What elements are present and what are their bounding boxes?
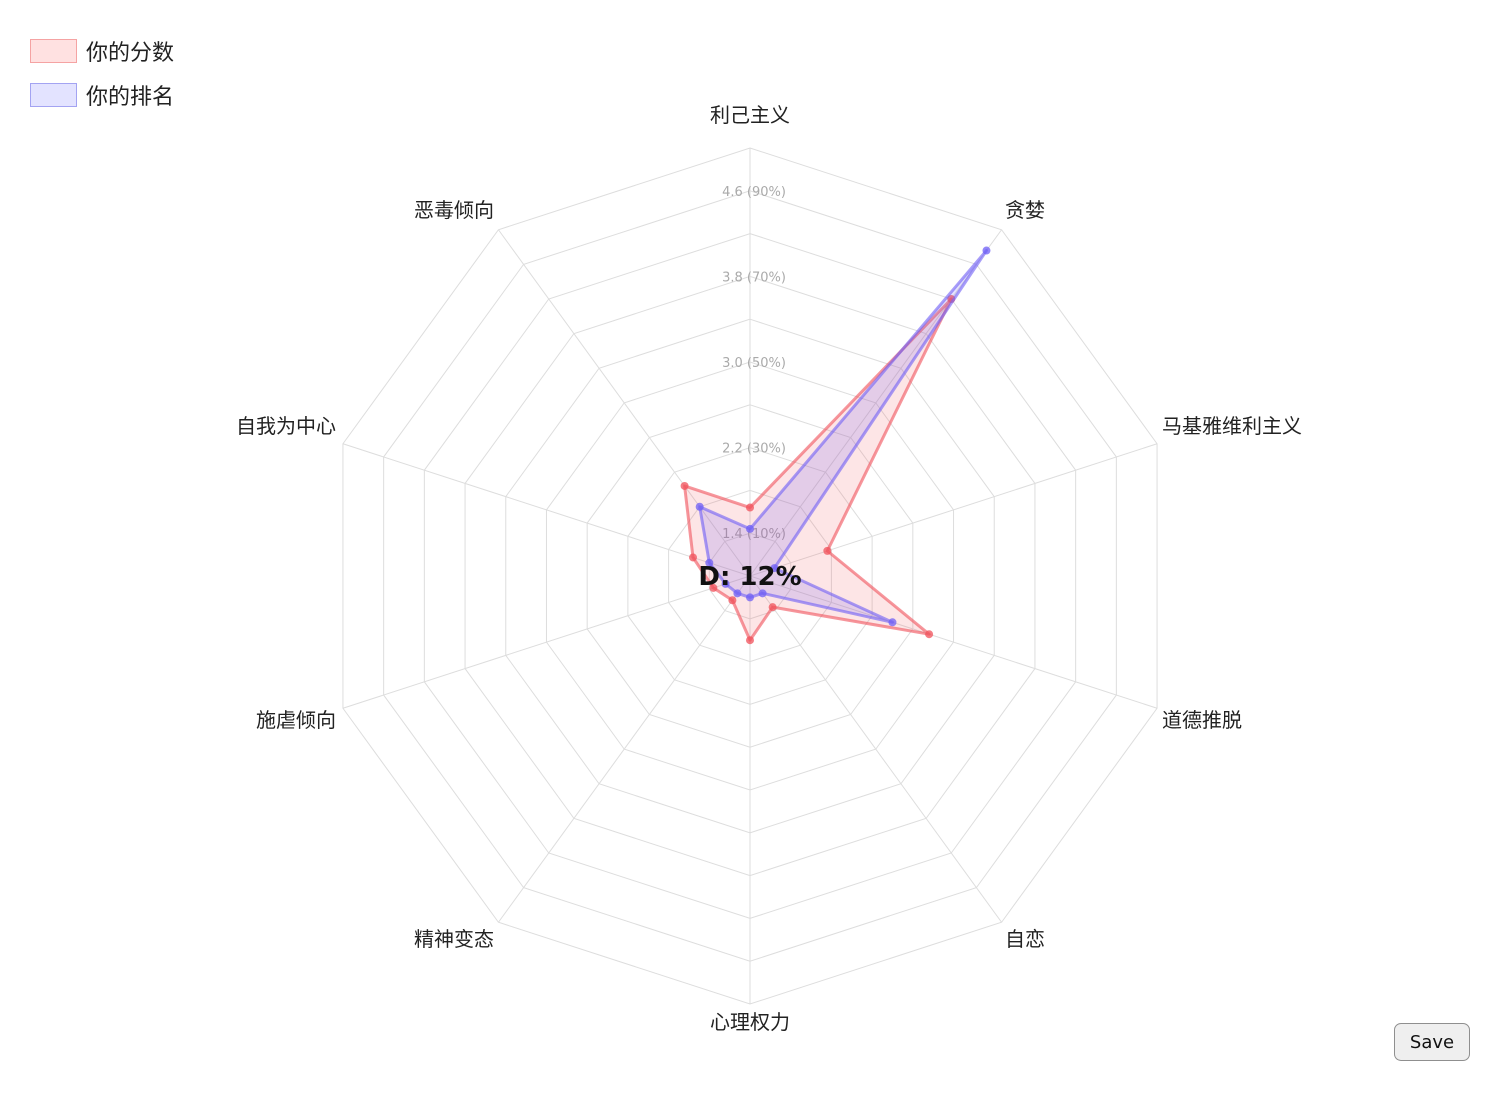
axis-label: 心理权力 bbox=[710, 1010, 790, 1034]
axis-label: 施虐倾向 bbox=[256, 708, 336, 732]
series-rank-point[interactable] bbox=[888, 618, 897, 627]
axis-label: 精神变态 bbox=[414, 927, 494, 951]
series-score-point[interactable] bbox=[746, 503, 754, 512]
series-rank-point[interactable] bbox=[733, 589, 742, 598]
series-rank-point[interactable] bbox=[746, 524, 754, 533]
tick-label: 4.6 (90%) bbox=[722, 185, 786, 200]
series-score-point[interactable] bbox=[768, 603, 777, 612]
series-rank-point[interactable] bbox=[721, 579, 730, 588]
series-rank-point[interactable] bbox=[695, 502, 704, 511]
series-rank-point[interactable] bbox=[758, 589, 767, 598]
grid-spoke bbox=[342, 443, 751, 577]
grid-spoke bbox=[342, 575, 751, 709]
legend-label-score: 你的分数 bbox=[86, 41, 175, 66]
grid-spoke bbox=[749, 443, 1158, 577]
series-score-point[interactable] bbox=[925, 630, 934, 639]
axis-label: 自我为中心 bbox=[236, 414, 336, 438]
series-score-point[interactable] bbox=[709, 583, 718, 592]
legend: 你的分数 你的排名 bbox=[30, 29, 174, 117]
series-rank-point[interactable] bbox=[705, 558, 714, 567]
save-button[interactable]: Save bbox=[1394, 1023, 1470, 1061]
grid-spoke bbox=[498, 229, 751, 577]
legend-label-rank: 你的排名 bbox=[86, 85, 175, 110]
legend-swatch-rank bbox=[30, 83, 77, 107]
series-score-point[interactable] bbox=[746, 636, 754, 645]
legend-item-rank[interactable]: 你的排名 bbox=[30, 73, 174, 117]
series-score-point[interactable] bbox=[680, 481, 689, 490]
series-score-point[interactable] bbox=[823, 546, 832, 555]
series-rank-point[interactable] bbox=[982, 246, 991, 255]
tick-label: 1.4 (10%) bbox=[722, 527, 786, 542]
grid-spoke bbox=[749, 575, 1158, 709]
grid-spoke bbox=[749, 575, 1002, 923]
tick-label: 2.2 (30%) bbox=[722, 442, 786, 457]
tick-label: 3.8 (70%) bbox=[722, 270, 786, 285]
series-score-point[interactable] bbox=[728, 596, 737, 605]
tick-label: 3.0 (50%) bbox=[722, 356, 786, 371]
series-rank-point[interactable] bbox=[746, 593, 754, 602]
series-score-point[interactable] bbox=[689, 553, 698, 562]
center-score-label: D: 12% bbox=[698, 562, 801, 592]
axis-label: 马基雅维利主义 bbox=[1162, 414, 1302, 438]
legend-swatch-score bbox=[30, 39, 77, 63]
axis-label: 利己主义 bbox=[710, 103, 790, 127]
axis-label: 自恋 bbox=[1005, 927, 1045, 951]
axis-label: 恶毒倾向 bbox=[414, 198, 494, 222]
grid-spoke bbox=[498, 575, 751, 923]
grid-spoke bbox=[749, 229, 1002, 577]
axis-label: 贪婪 bbox=[1005, 198, 1045, 222]
axis-label: 道德推脱 bbox=[1162, 708, 1242, 732]
series-rank-point[interactable] bbox=[770, 564, 779, 573]
legend-item-score[interactable]: 你的分数 bbox=[30, 29, 174, 73]
